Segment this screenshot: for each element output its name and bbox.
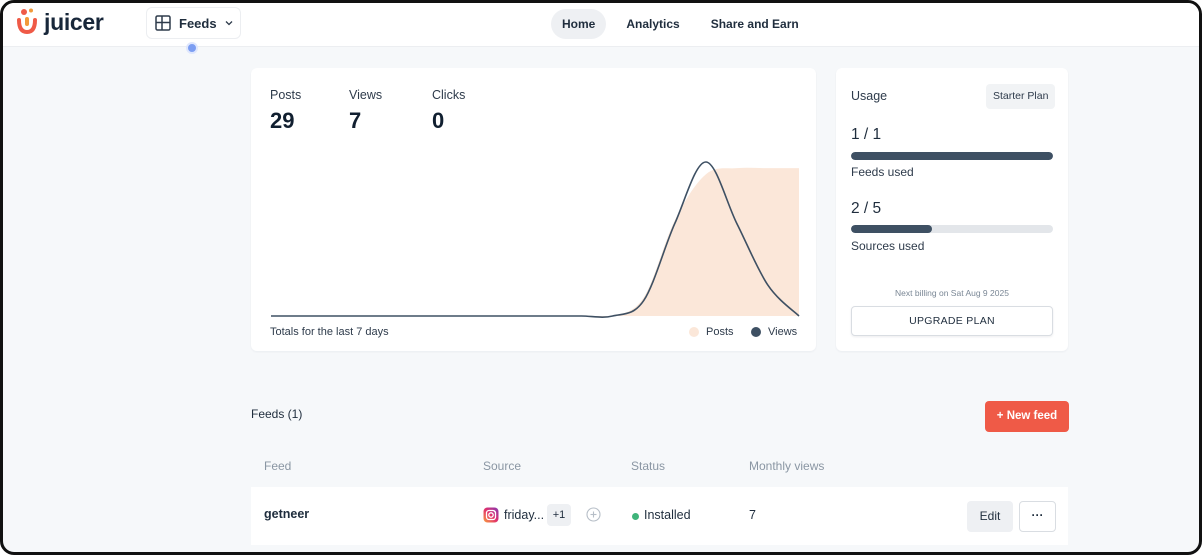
sources-used-bar-fill [851,225,932,233]
column-header-feed: Feed [264,459,292,473]
feeds-used-bar-fill [851,152,1053,160]
main-nav: Home Analytics Share and Earn [551,9,810,39]
feeds-heading: Feeds (1) [251,407,303,421]
chart-period-note: Totals for the last 7 days [270,326,389,338]
stat-views-label: Views [349,88,383,102]
stat-views: Views 7 [349,88,382,134]
plan-badge: Starter Plan [986,84,1056,109]
status-text: Installed [644,508,691,522]
column-header-monthly-views: Monthly views [749,459,825,473]
nav-home[interactable]: Home [551,9,607,39]
stat-posts-label: Posts [270,88,302,102]
stat-posts-value: 29 [270,108,295,133]
layout-grid-icon [155,15,171,31]
legend-views-swatch [751,327,761,337]
feeds-used-count: 1 / 1 [851,126,882,143]
feeds-used-label: Feeds used [851,165,914,179]
brand-name: juicer [44,8,104,35]
stats-card: Posts 29 Views 7 Clicks 0 Totals for the… [251,68,816,351]
stat-posts: Posts 29 [270,88,301,134]
stat-views-value: 7 [349,108,362,133]
sources-used-count: 2 / 5 [851,200,882,217]
feed-selector-label: Feeds [179,15,217,31]
feed-name[interactable]: getneer [264,507,310,521]
upgrade-plan-button[interactable]: UPGRADE PLAN [851,306,1053,336]
usage-title: Usage [851,89,888,103]
edit-button[interactable]: Edit [967,501,1013,532]
chevron-down-icon [225,21,233,26]
activity-chart [270,161,800,318]
new-feed-button[interactable]: + New feed [985,401,1069,432]
instagram-icon [483,507,499,523]
monthly-views-value: 7 [749,508,756,522]
sources-used-label: Sources used [851,239,925,253]
feed-selector[interactable]: Feeds [146,7,241,39]
feeds-used-bar [851,152,1053,160]
sources-used-bar [851,225,1053,233]
legend-posts-swatch [689,327,699,337]
column-header-status: Status [631,459,666,473]
legend-views: Views [751,326,797,338]
logo[interactable]: juicer [15,7,104,37]
nav-share-and-earn[interactable]: Share and Earn [710,17,799,31]
legend-posts-label: Posts [706,326,734,338]
stat-clicks-label: Clicks [432,88,466,102]
column-header-source: Source [483,459,522,473]
nav-analytics[interactable]: Analytics [626,17,680,31]
posts-area-series [271,167,799,318]
legend-posts: Posts [689,326,734,338]
notification-dot [186,42,198,54]
stat-clicks: Clicks 0 [432,88,465,134]
usage-card: Usage Starter Plan 1 / 1 Feeds used 2 / … [836,68,1068,351]
top-bar: juicer Feeds Home Analytics Share and Ea… [3,3,1199,54]
table-row[interactable]: getneer friday... +1 Installed 7 Edit [251,487,1068,545]
more-options-button[interactable]: ··· [1019,501,1056,532]
views-line-series [270,161,800,318]
juicer-logo-icon [17,8,37,35]
stat-clicks-value: 0 [432,108,445,133]
legend-views-label: Views [768,326,798,338]
extra-sources-badge[interactable]: +1 [547,504,571,526]
add-source-icon[interactable] [586,507,601,522]
status-indicator [632,513,639,520]
source-name: friday... [504,508,545,522]
next-billing-note: Next billing on Sat Aug 9 2025 [895,288,1009,298]
